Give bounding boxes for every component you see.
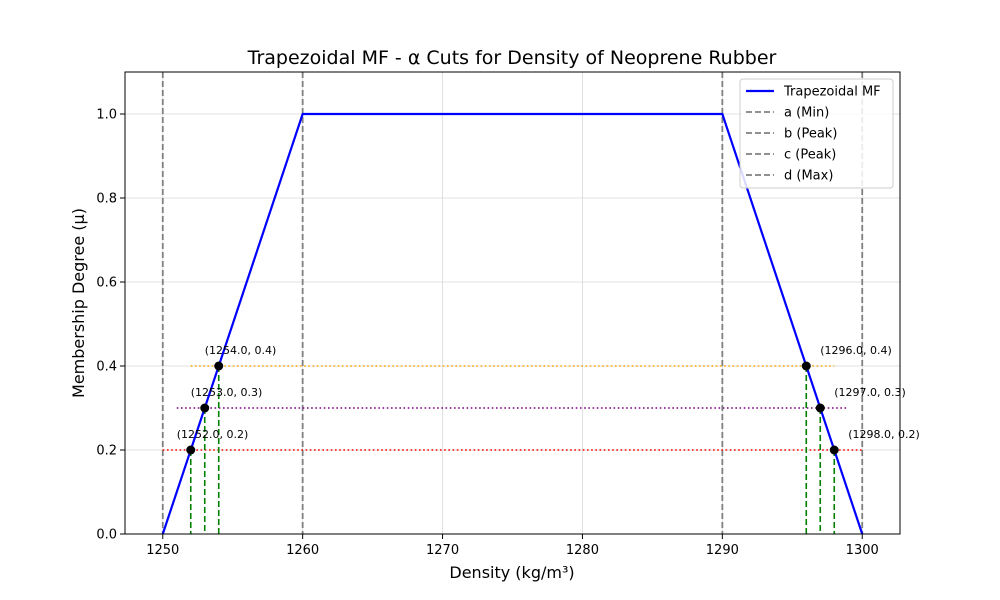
x-tick-label: 1280 (566, 543, 599, 558)
y-tick-label: 0.2 (96, 444, 117, 459)
alpha-point (829, 445, 839, 455)
x-axis-label: Density (kg/m³) (449, 563, 574, 582)
alpha-point (801, 361, 811, 371)
x-tick-label: 1270 (426, 543, 459, 558)
x-tick-label: 1250 (146, 543, 179, 558)
point-annotations: (1252.0, 0.2) (1298.0, 0.2) (1253.0, 0.3) (… (177, 344, 920, 441)
alpha-points (186, 361, 839, 455)
x-axis-ticks: 1250 1260 1270 1280 1290 1300 (146, 534, 879, 558)
series-lines (161, 112, 864, 535)
y-tick-label: 0.4 (96, 360, 117, 375)
legend: Trapezoidal MF a (Min) b (Peak) c (Peak) d (… (739, 78, 894, 189)
point-annotation: (1297.0, 0.3) (834, 386, 906, 399)
legend-label: b (Peak) (784, 127, 837, 142)
series-line (161, 112, 864, 535)
legend-label: Trapezoidal MF (783, 85, 881, 100)
x-tick-label: 1300 (846, 543, 879, 558)
alpha-point (186, 445, 196, 455)
legend-label: d (Max) (784, 169, 833, 184)
y-tick-label: 0.0 (96, 528, 117, 543)
legend-label: c (Peak) (784, 148, 836, 163)
plot-frame (124, 71, 901, 535)
alpha-cut-lines (162, 365, 863, 451)
x-tick-label: 1260 (286, 543, 319, 558)
y-axis-label: Membership Degree (μ) (69, 208, 88, 398)
y-tick-label: 1.0 (96, 108, 117, 123)
chart-title: Trapezoidal MF - α Cuts for Density of N… (247, 47, 777, 69)
y-axis-ticks: 0.0 0.2 0.4 0.6 0.8 1.0 (96, 108, 125, 543)
y-tick-label: 0.8 (96, 192, 117, 207)
point-annotation: (1254.0, 0.4) (205, 344, 277, 357)
x-tick-label: 1290 (706, 543, 739, 558)
alpha-point (815, 403, 825, 413)
point-annotation: (1252.0, 0.2) (177, 428, 249, 441)
alpha-point (200, 403, 210, 413)
y-tick-label: 0.6 (96, 276, 117, 291)
point-annotation: (1253.0, 0.3) (191, 386, 263, 399)
alpha-drop-lines (189, 366, 836, 534)
legend-frame (739, 78, 894, 189)
point-annotation: (1298.0, 0.2) (848, 428, 920, 441)
alpha-point (214, 361, 224, 371)
legend-label: a (Min) (784, 106, 829, 121)
point-annotation: (1296.0, 0.4) (820, 344, 892, 357)
